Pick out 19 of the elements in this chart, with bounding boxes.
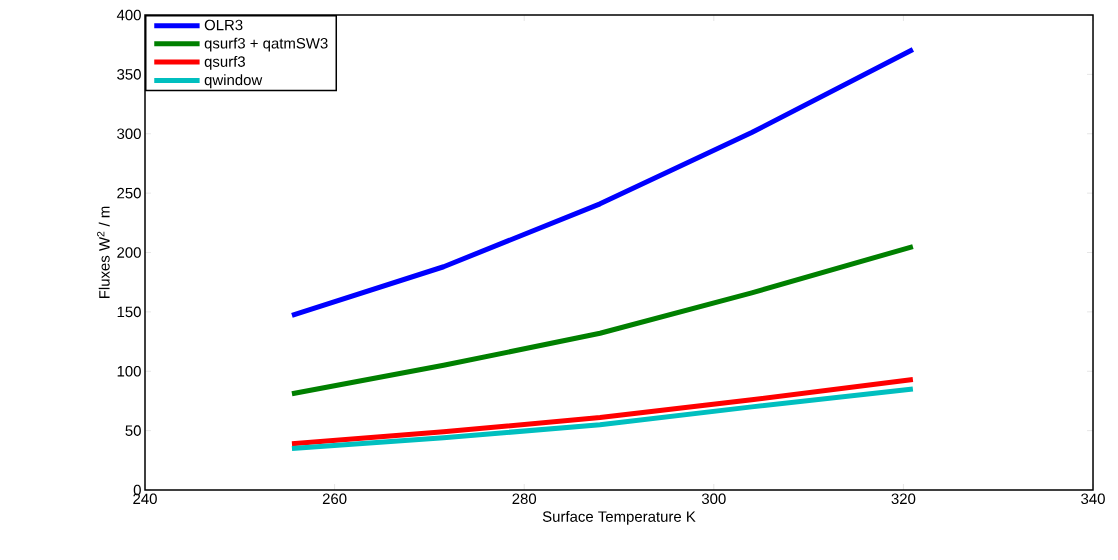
legend-label: OLR3 — [204, 19, 243, 31]
legend-label: qsurf3 + qatmSW3 — [204, 37, 328, 52]
y-tick-label: 300 — [117, 128, 141, 140]
y-tick-label: 350 — [117, 69, 141, 80]
y-tick-label: 400 — [116, 9, 141, 21]
y-tick-label: 150 — [117, 306, 141, 318]
y-tick-label: 100 — [117, 365, 141, 377]
x-tick-label: 340 — [1081, 493, 1105, 505]
legend-label: qwindow — [204, 74, 263, 89]
legend-label: qsurf3 — [204, 55, 245, 70]
y-tick-label: 200 — [117, 247, 141, 258]
y-tick-label: 50 — [125, 425, 141, 436]
x-tick-label: 280 — [512, 493, 537, 505]
x-axis-title: Surface Temperature K — [542, 510, 696, 525]
y-tick-label: 250 — [117, 187, 141, 199]
x-tick-label: 260 — [322, 493, 347, 505]
x-tick-label: 300 — [701, 493, 726, 505]
y-axis-title: Fluxes W$^{2}$ / m — [97, 206, 110, 299]
x-tick-label: 320 — [891, 493, 916, 505]
